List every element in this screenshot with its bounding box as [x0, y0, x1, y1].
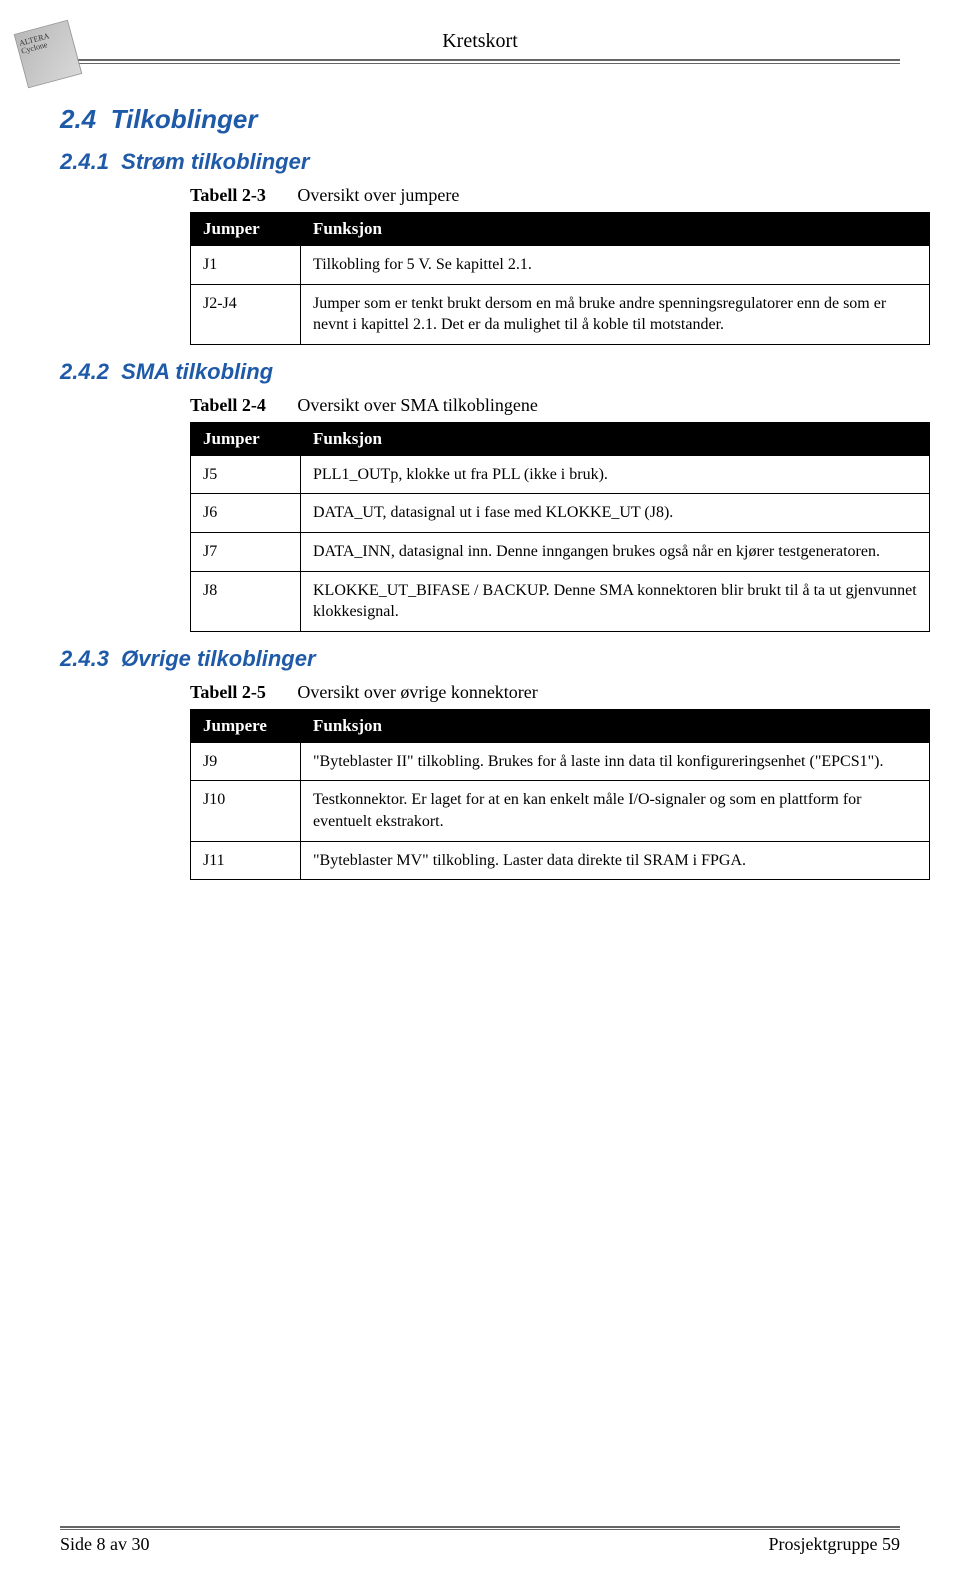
- footer-rule-thin: [60, 1529, 900, 1530]
- caption-label: Tabell 2-5: [190, 682, 266, 702]
- table-s1: Jumper Funksjon J1 Tilkobling for 5 V. S…: [190, 212, 930, 345]
- table-caption-s2: Tabell 2-4 Oversikt over SMA tilkoblinge…: [190, 395, 900, 416]
- table-row: J9 "Byteblaster II" tilkobling. Brukes f…: [191, 742, 930, 781]
- cell-b: Jumper som er tenkt brukt dersom en må b…: [301, 284, 930, 344]
- th-funksjon: Funksjon: [301, 422, 930, 455]
- table-header-row: Jumper Funksjon: [191, 422, 930, 455]
- table-row: J5 PLL1_OUTp, klokke ut fra PLL (ikke i …: [191, 455, 930, 494]
- th-jumper: Jumper: [191, 422, 301, 455]
- cell-b: Tilkobling for 5 V. Se kapittel 2.1.: [301, 246, 930, 285]
- heading-3-s2: 2.4.2 SMA tilkobling: [60, 359, 900, 385]
- cell-a: J11: [191, 841, 301, 880]
- heading-2: 2.4 Tilkoblinger: [60, 104, 900, 135]
- cell-b: KLOKKE_UT_BIFASE / BACKUP. Denne SMA kon…: [301, 571, 930, 631]
- cell-b: "Byteblaster II" tilkobling. Brukes for …: [301, 742, 930, 781]
- table-row: J2-J4 Jumper som er tenkt brukt dersom e…: [191, 284, 930, 344]
- cell-a: J7: [191, 532, 301, 571]
- cell-a: J1: [191, 246, 301, 285]
- heading-3-s3: 2.4.3 Øvrige tilkoblinger: [60, 646, 900, 672]
- footer-left: Side 8 av 30: [60, 1534, 150, 1555]
- cell-a: J10: [191, 781, 301, 841]
- h3-text: SMA tilkobling: [121, 359, 273, 384]
- caption-text: Oversikt over jumpere: [297, 185, 459, 205]
- table-row: J11 "Byteblaster MV" tilkobling. Laster …: [191, 841, 930, 880]
- h3-text: Strøm tilkoblinger: [121, 149, 309, 174]
- footer-right: Prosjektgruppe 59: [769, 1534, 900, 1555]
- th-jumper: Jumper: [191, 213, 301, 246]
- h2-number: 2.4: [60, 104, 96, 134]
- cell-a: J9: [191, 742, 301, 781]
- h3-number: 2.4.1: [60, 149, 109, 174]
- table-header-row: Jumpere Funksjon: [191, 709, 930, 742]
- caption-label: Tabell 2-3: [190, 185, 266, 205]
- th-funksjon: Funksjon: [301, 709, 930, 742]
- table-row: J10 Testkonnektor. Er laget for at en ka…: [191, 781, 930, 841]
- caption-label: Tabell 2-4: [190, 395, 266, 415]
- cell-b: PLL1_OUTp, klokke ut fra PLL (ikke i bru…: [301, 455, 930, 494]
- page-header-title: Kretskort: [60, 30, 900, 53]
- table-caption-s3: Tabell 2-5 Oversikt over øvrige konnekto…: [190, 682, 900, 703]
- h2-text: Tilkoblinger: [111, 104, 258, 134]
- cell-b: "Byteblaster MV" tilkobling. Laster data…: [301, 841, 930, 880]
- cell-b: DATA_UT, datasignal ut i fase med KLOKKE…: [301, 494, 930, 533]
- cell-a: J2-J4: [191, 284, 301, 344]
- table-row: J1 Tilkobling for 5 V. Se kapittel 2.1.: [191, 246, 930, 285]
- caption-text: Oversikt over SMA tilkoblingene: [297, 395, 537, 415]
- cell-b: DATA_INN, datasignal inn. Denne inngange…: [301, 532, 930, 571]
- caption-text: Oversikt over øvrige konnektorer: [297, 682, 537, 702]
- cell-a: J8: [191, 571, 301, 631]
- cell-a: J6: [191, 494, 301, 533]
- table-header-row: Jumper Funksjon: [191, 213, 930, 246]
- th-funksjon: Funksjon: [301, 213, 930, 246]
- header-rule: [60, 59, 900, 61]
- table-row: J6 DATA_UT, datasignal ut i fase med KLO…: [191, 494, 930, 533]
- footer-row: Side 8 av 30 Prosjektgruppe 59: [60, 1534, 900, 1555]
- footer-rule: [60, 1526, 900, 1528]
- table-s2: Jumper Funksjon J5 PLL1_OUTp, klokke ut …: [190, 422, 930, 632]
- table-row: J8 KLOKKE_UT_BIFASE / BACKUP. Denne SMA …: [191, 571, 930, 631]
- table-s3: Jumpere Funksjon J9 "Byteblaster II" til…: [190, 709, 930, 880]
- th-jumpere: Jumpere: [191, 709, 301, 742]
- header-rule-thin: [60, 63, 900, 64]
- h3-text: Øvrige tilkoblinger: [121, 646, 315, 671]
- page-footer: Side 8 av 30 Prosjektgruppe 59: [60, 1526, 900, 1555]
- cell-b: Testkonnektor. Er laget for at en kan en…: [301, 781, 930, 841]
- heading-3-s1: 2.4.1 Strøm tilkoblinger: [60, 149, 900, 175]
- table-caption-s1: Tabell 2-3 Oversikt over jumpere: [190, 185, 900, 206]
- h3-number: 2.4.2: [60, 359, 109, 384]
- table-row: J7 DATA_INN, datasignal inn. Denne innga…: [191, 532, 930, 571]
- cell-a: J5: [191, 455, 301, 494]
- h3-number: 2.4.3: [60, 646, 109, 671]
